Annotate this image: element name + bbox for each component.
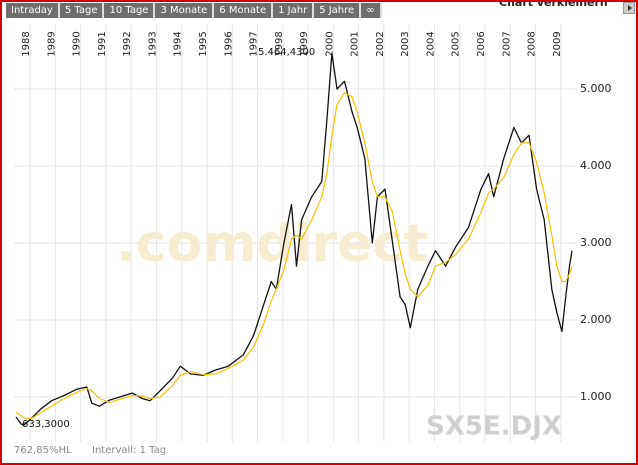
x-tick-label: 2000 [324, 31, 335, 56]
x-tick-label: 1988 [21, 31, 32, 56]
x-tick-label: 2002 [375, 31, 386, 56]
x-tick-label: 2005 [451, 31, 462, 56]
x-tick-label: 2008 [527, 31, 538, 56]
x-tick-label: 2009 [552, 31, 563, 56]
series-line [15, 52, 573, 426]
x-tick-label: 1991 [97, 31, 108, 56]
x-tick-label: 1994 [173, 31, 184, 56]
range-tab[interactable]: 5 Jahre [314, 3, 360, 18]
range-tab[interactable]: 3 Monate [155, 3, 213, 18]
x-tick-label: 1998 [274, 31, 285, 56]
y-tick-label: 2.000 [580, 313, 612, 326]
y-tick-label: 3.000 [580, 236, 612, 249]
x-tick-label: 1996 [223, 31, 234, 56]
series-line [15, 92, 573, 420]
x-tick-label: 1992 [122, 31, 133, 56]
x-tick-label: 1995 [198, 31, 209, 56]
chart-toggle[interactable]: Chart verkleinern [499, 0, 608, 9]
footer-interval: Intervall: 1 Tag [92, 445, 166, 456]
range-tab[interactable]: 5 Tage [59, 3, 103, 18]
y-tick-label: 4.000 [580, 159, 612, 172]
range-tab[interactable]: Intraday [6, 3, 58, 18]
toolbar: Intraday 5 Tage 10 Tage 3 Monate 6 Monate 1 J… [2, 2, 636, 20]
x-tick-label: 1997 [249, 31, 260, 56]
tabs: Intraday 5 Tage 10 Tage 3 Monate 6 Monate 1 J… [6, 3, 382, 18]
x-tick-label: 2003 [400, 31, 411, 56]
x-tick-label: 2007 [501, 31, 512, 56]
x-tick-label: 1990 [72, 31, 83, 56]
y-tick-label: 1.000 [580, 390, 612, 403]
x-tick-label: 2001 [350, 31, 361, 56]
x-tick-label: 1999 [299, 31, 310, 56]
footer-range: 762,85%HL [14, 445, 72, 456]
range-tab[interactable]: 1 Jahr [273, 3, 313, 18]
range-tab[interactable]: ∞ [361, 3, 380, 18]
range-tab[interactable]: 6 Monate [214, 3, 272, 18]
max-annotation: 5.464,4300 [258, 47, 315, 58]
watermark: .comdirect [116, 214, 428, 274]
x-tick-label: 2004 [425, 31, 436, 56]
toggle-button[interactable] [623, 2, 635, 14]
symbol: SX5E.DJX [426, 412, 562, 442]
min-annotation: 633,3000 [22, 419, 70, 430]
x-tick-label: 1989 [46, 31, 57, 56]
range-tab[interactable]: 10 Tage [104, 3, 154, 18]
x-tick-label: 2006 [476, 31, 487, 56]
y-tick-label: 5.000 [580, 82, 612, 95]
x-tick-label: 1993 [147, 31, 158, 56]
